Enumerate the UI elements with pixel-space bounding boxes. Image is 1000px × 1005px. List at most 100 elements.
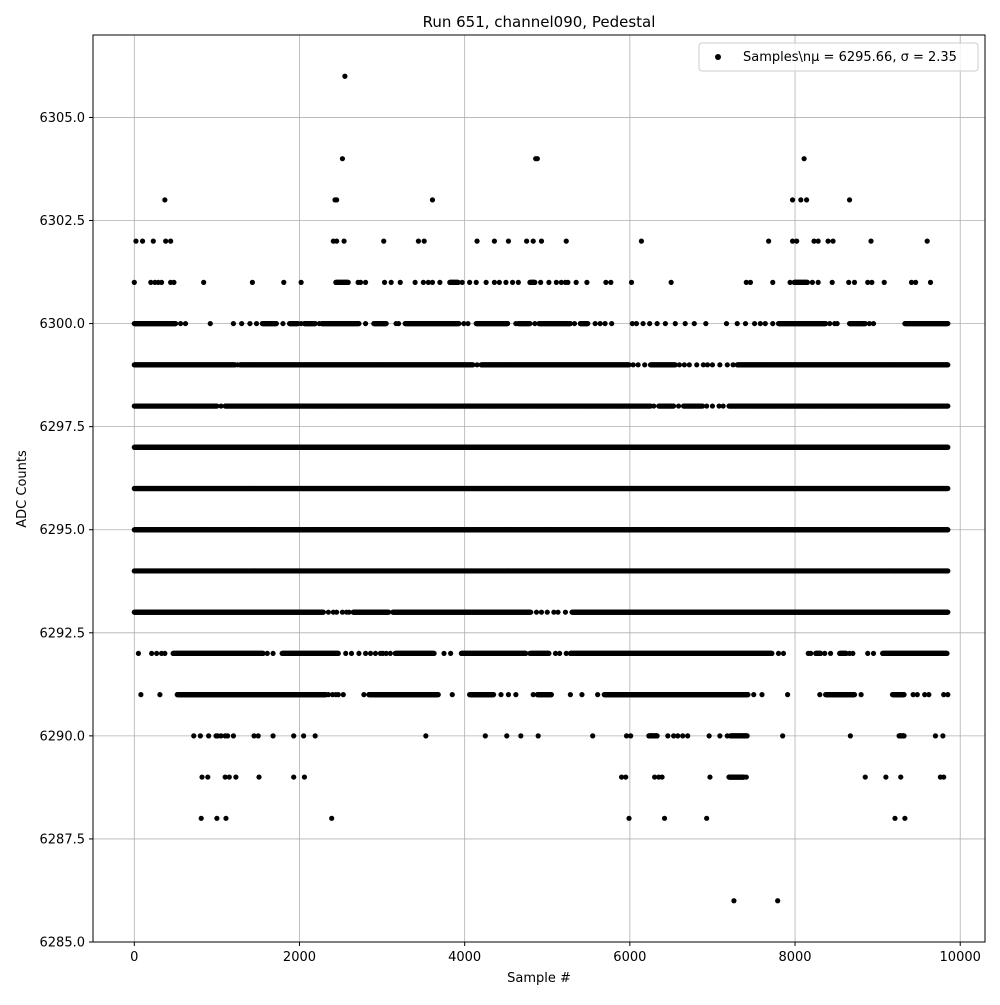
sample-point	[623, 774, 628, 779]
sample-point	[745, 692, 750, 697]
sample-point	[227, 774, 232, 779]
sample-point	[628, 733, 633, 738]
sample-point	[321, 610, 326, 615]
sample-point	[883, 774, 888, 779]
sample-point	[725, 733, 730, 738]
sample-point	[198, 733, 203, 738]
sample-point	[776, 651, 781, 656]
sample-point	[265, 651, 270, 656]
sample-point	[154, 651, 159, 656]
sample-point	[865, 651, 870, 656]
sample-point	[483, 733, 488, 738]
sample-point	[781, 651, 786, 656]
sample-point	[138, 692, 143, 697]
sample-point	[675, 733, 680, 738]
sample-point	[346, 610, 351, 615]
sample-point	[432, 651, 437, 656]
sample-point	[326, 610, 331, 615]
sample-point	[659, 774, 664, 779]
sample-point	[363, 651, 368, 656]
sample-point	[441, 651, 446, 656]
sample-point	[769, 651, 774, 656]
sample-point	[256, 774, 261, 779]
sample-point	[555, 610, 560, 615]
sample-point	[450, 692, 455, 697]
sample-point	[157, 692, 162, 697]
sample-point	[871, 651, 876, 656]
sample-point	[528, 610, 533, 615]
sample-point	[448, 651, 453, 656]
sample-point	[744, 774, 749, 779]
sample-point	[149, 651, 154, 656]
sample-point	[901, 692, 906, 697]
sample-point	[892, 816, 897, 821]
sample-point	[828, 651, 833, 656]
sample-point	[518, 733, 523, 738]
sample-point	[704, 816, 709, 821]
sample-point	[470, 692, 475, 697]
sample-point	[527, 651, 532, 656]
sample-point	[191, 733, 196, 738]
sample-point	[373, 651, 378, 656]
adc-level-6293	[132, 610, 951, 615]
sample-point	[557, 651, 562, 656]
sample-point	[568, 692, 573, 697]
sample-point	[206, 733, 211, 738]
sample-point	[590, 733, 595, 738]
sample-point	[336, 692, 341, 697]
sample-point	[707, 774, 712, 779]
sample-point	[223, 816, 228, 821]
sample-point	[775, 898, 780, 903]
sample-point	[902, 816, 907, 821]
sample-point	[233, 774, 238, 779]
sample-point	[940, 733, 945, 738]
sample-point	[136, 651, 141, 656]
sample-point	[270, 651, 275, 656]
sample-point	[205, 774, 210, 779]
sample-point	[780, 733, 785, 738]
sample-point	[302, 774, 307, 779]
sample-point	[539, 610, 544, 615]
sample-point	[945, 692, 950, 697]
sample-point	[626, 816, 631, 821]
sample-point	[898, 774, 903, 779]
sample-point	[817, 692, 822, 697]
sample-point	[491, 692, 496, 697]
sample-point	[564, 651, 569, 656]
adc-level-6291	[138, 692, 950, 697]
sample-point	[859, 692, 864, 697]
sample-point	[313, 733, 318, 738]
sample-point	[863, 774, 868, 779]
sample-point	[506, 692, 511, 697]
sample-point	[685, 733, 690, 738]
sample-point	[436, 692, 441, 697]
sample-point	[944, 651, 949, 656]
sample-point	[785, 692, 790, 697]
sample-point	[256, 733, 261, 738]
sample-point	[504, 733, 509, 738]
sample-point	[291, 733, 296, 738]
sample-point	[759, 692, 764, 697]
sample-point	[329, 816, 334, 821]
sample-point	[343, 651, 348, 656]
sample-point	[655, 733, 660, 738]
sample-point	[926, 692, 931, 697]
sample-point	[745, 733, 750, 738]
sample-point	[933, 733, 938, 738]
sample-point	[301, 733, 306, 738]
sample-point	[941, 774, 946, 779]
sample-point	[546, 651, 551, 656]
sample-point	[850, 651, 855, 656]
sample-point	[498, 692, 503, 697]
sample-point	[423, 733, 428, 738]
sample-point	[595, 692, 600, 697]
sample-point	[356, 651, 361, 656]
sample-point	[270, 733, 275, 738]
sample-point	[707, 733, 712, 738]
sample-point	[231, 733, 236, 738]
sample-point	[822, 651, 827, 656]
sample-point	[731, 898, 736, 903]
